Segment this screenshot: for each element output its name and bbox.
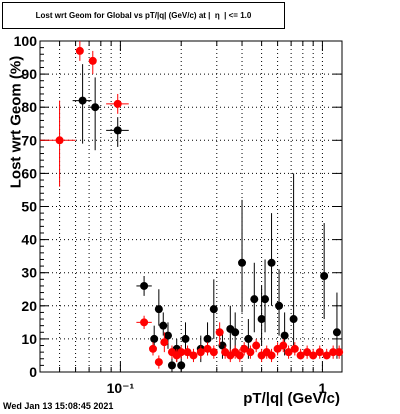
data-point (329, 348, 338, 357)
data-point (252, 341, 261, 350)
data-point (296, 351, 305, 360)
data-point (315, 348, 324, 357)
data-point (244, 334, 253, 343)
data-point (215, 328, 224, 337)
data-point (55, 136, 64, 145)
data-point (88, 56, 97, 65)
data-point (177, 361, 186, 370)
chart-title: Lost wrt Geom for Global vs pT/|q| (GeV/… (35, 11, 252, 20)
data-point (279, 341, 288, 350)
data-point (218, 341, 227, 350)
data-point (261, 295, 270, 304)
data-point (267, 258, 276, 267)
data-point (322, 351, 331, 360)
y-tick-label: 90 (21, 66, 37, 82)
data-point (238, 258, 247, 267)
data-point (231, 328, 240, 337)
data-point (246, 348, 255, 357)
data-point (150, 334, 159, 343)
data-point (235, 351, 244, 360)
data-point (290, 344, 299, 353)
data-point (267, 351, 276, 360)
data-point (159, 321, 168, 330)
data-point (284, 348, 293, 357)
x-tick-label: 1 (319, 380, 327, 396)
data-point (332, 328, 341, 337)
data-point (280, 331, 289, 340)
data-point (203, 334, 212, 343)
data-point (181, 334, 190, 343)
data-point (250, 295, 259, 304)
y-tick-label: 70 (21, 132, 37, 148)
x-axis-label: pT/|q| (GeV/c) (243, 390, 340, 407)
data-point (78, 96, 87, 105)
data-point (335, 348, 344, 357)
data-point (91, 103, 100, 112)
y-tick-label: 0 (29, 364, 37, 380)
data-point (203, 344, 212, 353)
data-point (289, 315, 298, 324)
y-tick-label: 40 (21, 232, 37, 248)
chart-title-box: Lost wrt Geom for Global vs pT/|q| (GeV/… (2, 2, 285, 29)
data-point (163, 331, 172, 340)
data-point (209, 348, 218, 357)
timestamp: Wed Jan 13 15:08:45 2021 (3, 401, 114, 411)
data-point (257, 315, 266, 324)
y-axis-label: Lost wrt Geom (%) (7, 55, 25, 189)
y-tick-label: 50 (21, 199, 37, 215)
data-point (160, 338, 169, 347)
data-point (303, 348, 312, 357)
data-point (148, 344, 157, 353)
y-tick-label: 30 (21, 265, 37, 281)
x-tick-label: 10⁻¹ (107, 380, 135, 396)
data-point (140, 281, 149, 290)
data-point (177, 348, 186, 357)
data-point (154, 358, 163, 367)
data-point (275, 301, 284, 310)
y-tick-label: 60 (21, 165, 37, 181)
data-point (209, 305, 218, 314)
y-tick-label: 80 (21, 99, 37, 115)
y-tick-label: 10 (21, 331, 37, 347)
data-point (140, 318, 149, 327)
data-point (113, 99, 122, 108)
data-point (320, 272, 329, 281)
data-point (154, 305, 163, 314)
y-tick-label: 100 (14, 33, 38, 49)
data-point (75, 46, 84, 55)
data-point (183, 348, 192, 357)
data-point (240, 344, 249, 353)
data-point (113, 126, 122, 135)
data-point (196, 348, 205, 357)
data-point (309, 351, 318, 360)
data-point (167, 361, 176, 370)
data-point (189, 351, 198, 360)
y-tick-label: 20 (21, 298, 37, 314)
